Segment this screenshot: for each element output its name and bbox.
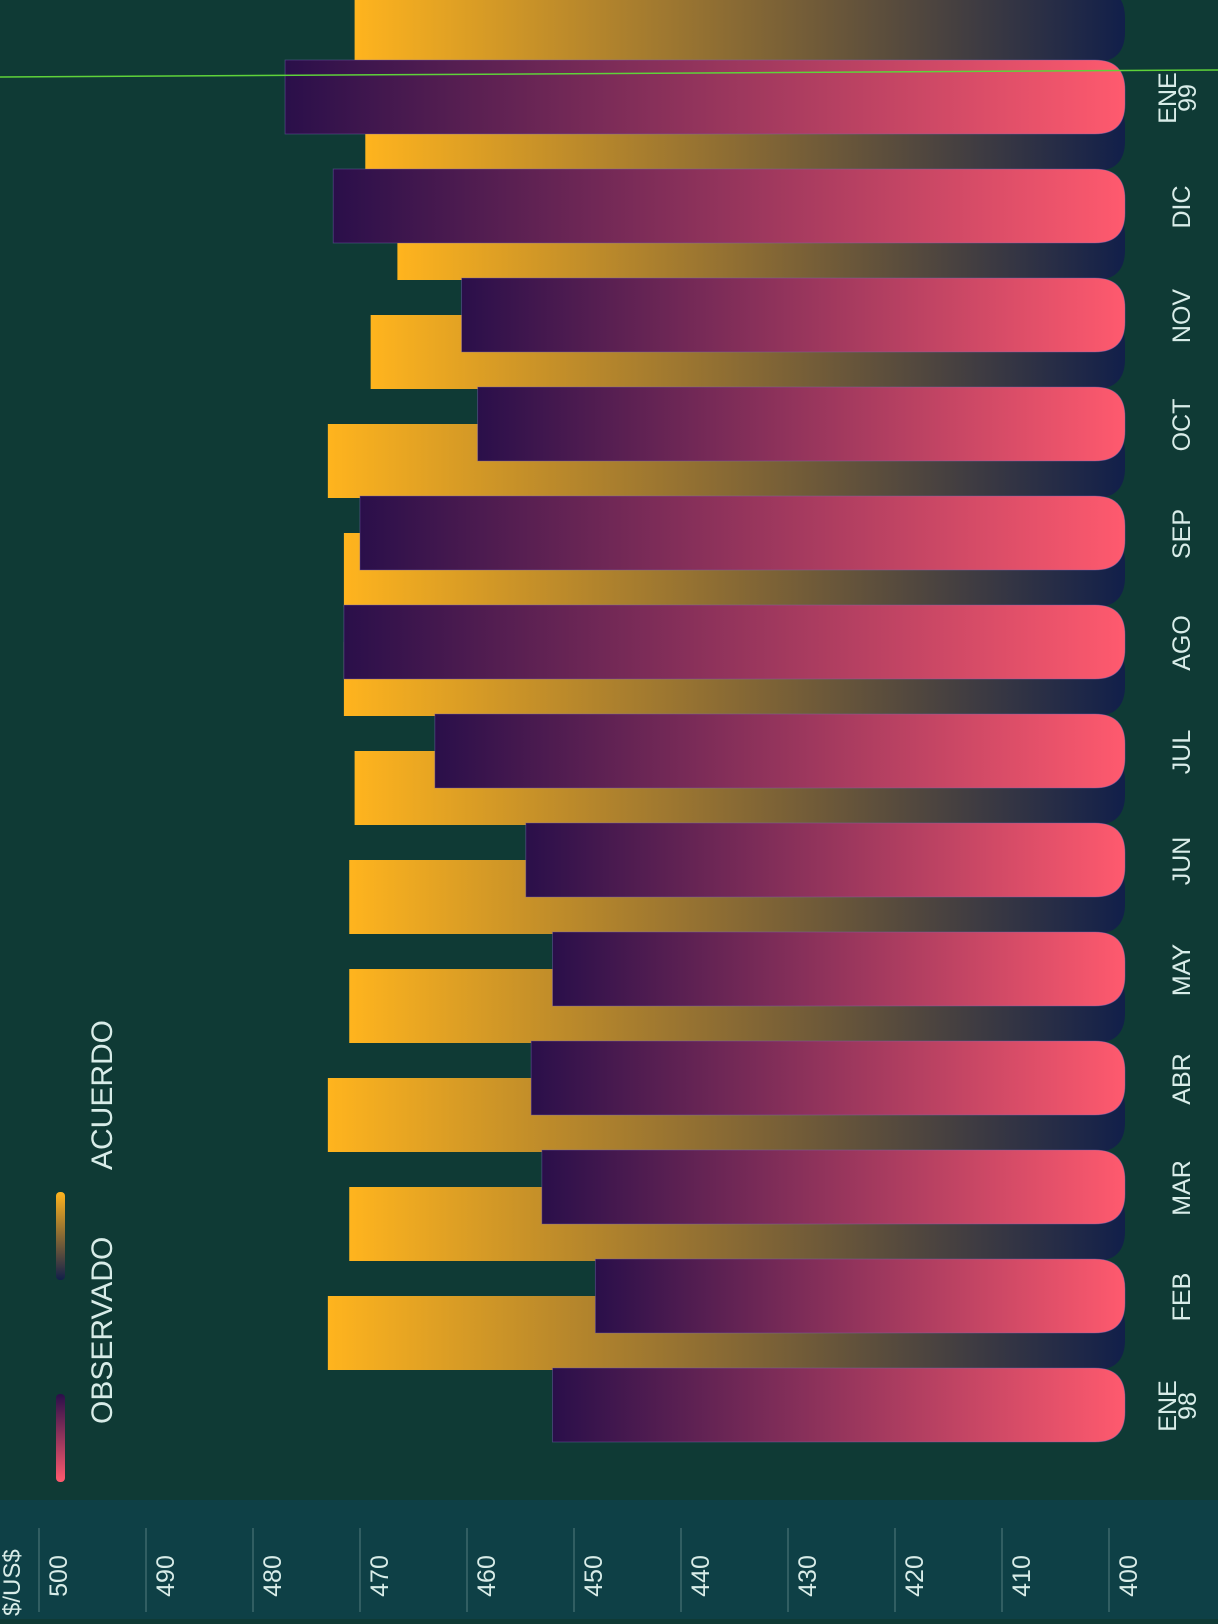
bar-observado-5 (552, 931, 1126, 1007)
bar-observado-7 (434, 713, 1126, 789)
category-label: FEB (1168, 1273, 1196, 1322)
bar-acuerdo-13 (354, 0, 1125, 62)
category-axis: ENE98 FEB MAR ABR MAY JUN JUL AGO SEP OCT NOV DIC EN… (1154, 72, 1202, 1431)
bar-observado-12 (332, 168, 1126, 244)
value-tick-label: 430 (794, 1555, 822, 1597)
reference-line (0, 69, 1218, 78)
legend-label-observado: OBSERVADO (86, 1237, 119, 1424)
legend-swatch-acuerdo (56, 1192, 65, 1280)
legend-label-acuerdo: ACUERDO (86, 1020, 119, 1170)
category-label: AGO (1168, 615, 1196, 671)
category-label: ENE99 (1154, 72, 1202, 123)
bar-observado-2 (594, 1258, 1126, 1334)
bar-observado-13 (284, 59, 1126, 135)
value-tick-label: 400 (1115, 1555, 1143, 1597)
bar-observado-9 (359, 495, 1126, 571)
bar-observado-11 (461, 277, 1126, 353)
category-label: SEP (1168, 509, 1196, 559)
bar-observado-6 (525, 822, 1126, 898)
bar-observado-4 (530, 1040, 1126, 1116)
category-label: MAY (1168, 944, 1196, 997)
value-tick-label: 410 (1008, 1555, 1036, 1597)
value-tick-label: 440 (687, 1555, 715, 1597)
category-label: JUL (1168, 730, 1196, 775)
value-tick-label: 500 (45, 1555, 73, 1597)
category-label: NOV (1168, 289, 1196, 344)
value-tick-label: 470 (366, 1555, 394, 1597)
bar-observado-10 (477, 386, 1126, 462)
unit-label: $/US$ (0, 1549, 26, 1616)
bar-observado-1 (552, 1367, 1126, 1443)
category-label: DIC (1168, 185, 1196, 228)
category-label: ENE98 (1154, 1380, 1202, 1431)
bar-observado-8 (343, 604, 1126, 680)
category-label: ABR (1168, 1053, 1196, 1104)
value-tick-label: 490 (152, 1555, 180, 1597)
category-label: OCT (1168, 399, 1196, 452)
value-tick-label: 460 (473, 1555, 501, 1597)
legend-swatch-observado (56, 1394, 65, 1482)
value-tick-label: 420 (901, 1555, 929, 1597)
value-tick-label: 450 (580, 1555, 608, 1597)
value-axis: 400 410 420 430 440 450 460 470 480 490 500 (38, 1528, 1143, 1612)
category-label: JUN (1168, 837, 1196, 886)
legend: OBSERVADO ACUERDO (56, 1020, 119, 1482)
bar-observado-3 (541, 1149, 1126, 1225)
category-label: MAR (1168, 1160, 1196, 1216)
value-tick-label: 480 (259, 1555, 287, 1597)
